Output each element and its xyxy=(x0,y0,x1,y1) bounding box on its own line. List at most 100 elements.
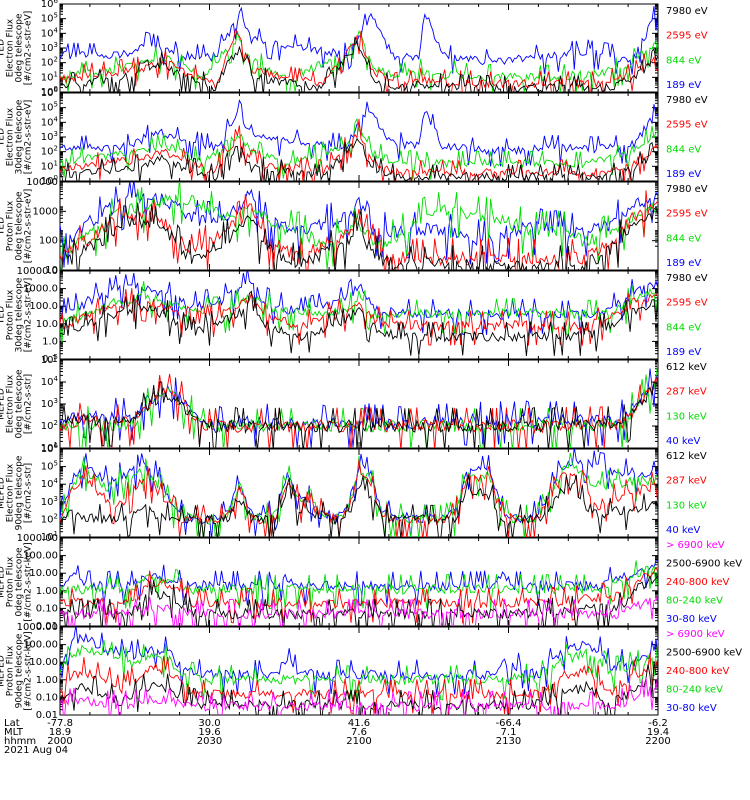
y-tick-label: 10000 xyxy=(26,177,58,188)
legend-entry: 130 keV xyxy=(666,411,707,422)
legend-entry: 612 keV xyxy=(666,451,707,462)
y-axis-label-line: Proton Flux xyxy=(6,556,16,607)
legend-entry: 2595 eV xyxy=(666,209,708,220)
y-tick-label: 100.00 xyxy=(23,551,58,562)
y-axis-label-line: TED xyxy=(0,217,7,236)
series-line xyxy=(60,281,658,343)
y-axis-label-line: 90deg telescope xyxy=(15,633,25,708)
y-tick-label: 105 xyxy=(41,101,58,114)
y-tick-label: 1000.0 xyxy=(23,284,58,295)
y-tick-label: 103 xyxy=(41,397,58,410)
legend-entry: 2500-6900 keV xyxy=(666,559,742,570)
series-line xyxy=(60,36,658,92)
y-axis-label-line: MEPED xyxy=(0,655,7,687)
y-axis-label: TEDElectron Flux0deg telescope[#/cm2-s-s… xyxy=(0,11,34,86)
y-axis-label-line: 90deg telescope xyxy=(15,455,25,530)
time-axis-tick-label: 2130 xyxy=(496,736,521,747)
series-line xyxy=(60,6,658,75)
time-axis-tick-label: 19.4 xyxy=(647,727,669,738)
series-line xyxy=(60,30,658,92)
y-tick-label: 102 xyxy=(41,56,58,69)
y-axis-label-line: Electron Flux xyxy=(6,374,16,433)
legend-entry: 844 eV xyxy=(666,55,701,66)
time-axis-tick-label: 2200 xyxy=(645,736,670,747)
series-line xyxy=(60,117,658,180)
y-axis-label-line: [#/cm2-s-str] xyxy=(24,374,34,434)
y-tick-label: 10000.0 xyxy=(17,266,58,277)
time-axis-tick-label: 18.9 xyxy=(49,727,71,738)
legend-entry: 189 eV xyxy=(666,347,701,358)
y-axis-label-line: [#/cm2-s-str-eV] xyxy=(24,278,34,353)
series-line xyxy=(60,566,658,624)
y-axis-label-line: MEPED xyxy=(0,566,7,598)
legend-entry: 2595 eV xyxy=(666,298,708,309)
y-tick-label: 100 xyxy=(41,174,58,187)
legend-entry: 30-80 keV xyxy=(666,703,717,714)
y-axis-label: MEPEDProton Flux0deg telescope[#/cm2-s-s… xyxy=(0,542,34,621)
chart-panel-6: 101 102 103 104 105 106 MEPEDElectron Flux90de… xyxy=(0,442,707,543)
legend-entry: 40 keV xyxy=(666,436,700,447)
legend-entry: 80-240 keV xyxy=(666,685,723,696)
chart-panel-8: 0.010.101.0010.00100.001000.00MEPEDProto… xyxy=(0,622,742,721)
y-axis-label-line: MEPED xyxy=(0,388,7,420)
legend-entry: 240-800 keV xyxy=(666,666,730,677)
legend-entry: 30-80 keV xyxy=(666,614,717,625)
y-tick-label: 0.01 xyxy=(36,621,58,632)
y-axis-label-line: Proton Flux xyxy=(6,289,16,340)
y-tick-label: 102 xyxy=(41,419,58,432)
time-axis-tick-label: 2000 xyxy=(47,736,72,747)
y-axis-label: TEDElectron Flux30deg telescope[#/cm2-s-… xyxy=(0,99,34,174)
series-line xyxy=(60,137,658,181)
y-axis-label-line: Proton Flux xyxy=(6,645,16,696)
series-line xyxy=(60,459,658,537)
time-axis-tick-label: 7.6 xyxy=(351,727,367,738)
time-axis-tick-label: 19.6 xyxy=(198,727,220,738)
y-tick-label: 104 xyxy=(41,477,59,490)
legend-entry: 80-240 keV xyxy=(666,596,723,607)
time-axis-row-label: MLT xyxy=(4,727,24,738)
y-tick-label: 105 xyxy=(41,353,58,366)
y-tick-label: 105 xyxy=(41,460,58,473)
legend-entry: 2595 eV xyxy=(666,120,708,131)
time-axis-tick-label: 2100 xyxy=(346,736,371,747)
y-axis-label-line: MEPED xyxy=(0,477,7,509)
y-tick-label: 105 xyxy=(41,12,58,25)
y-tick-label: 0.10 xyxy=(36,603,58,614)
legend-entry: 844 eV xyxy=(666,233,701,244)
y-tick-label: 1.00 xyxy=(36,675,58,686)
y-tick-label: 101 xyxy=(41,441,58,454)
series-line xyxy=(60,627,658,695)
legend-entry: 287 keV xyxy=(666,476,707,487)
y-axis-label-line: [#/cm2-s-str] xyxy=(24,463,34,523)
y-tick-label: 106 xyxy=(41,86,59,99)
y-tick-label: 101 xyxy=(41,70,58,83)
legend-entry: 40 keV xyxy=(666,525,700,536)
plot-date: 2021 Aug 04 xyxy=(4,745,68,756)
y-tick-label: 1.00 xyxy=(36,586,58,597)
y-axis-label-line: TED xyxy=(0,128,7,147)
y-tick-label: 103 xyxy=(41,495,58,508)
y-tick-label: 1000.00 xyxy=(17,533,58,544)
y-axis-label-line: 0deg telescope xyxy=(15,547,25,617)
series-line xyxy=(60,652,658,714)
legend-entry: 189 eV xyxy=(666,169,701,180)
legend-entry: > 6900 keV xyxy=(666,629,725,640)
y-tick-label: 104 xyxy=(41,115,59,128)
legend-entry: 7980 eV xyxy=(666,273,708,284)
y-tick-label: 103 xyxy=(41,130,58,143)
series-line xyxy=(60,381,658,448)
time-axis-tick-label: 7.1 xyxy=(501,727,517,738)
y-axis-label: MEPEDElectron Flux0deg telescope[#/cm2-s… xyxy=(0,369,34,439)
y-axis-label-line: [#/cm2-s-str-eV] xyxy=(24,11,34,86)
y-tick-label: 102 xyxy=(41,145,58,158)
y-tick-label: 101 xyxy=(41,530,58,543)
y-axis-label-line: [#/cm2-s-str-keV] xyxy=(24,631,34,710)
series-line xyxy=(60,673,658,715)
y-axis-label-line: 30deg telescope xyxy=(15,99,25,174)
panel-frame xyxy=(59,92,659,182)
time-axis-tick-label: -77.8 xyxy=(47,718,73,729)
